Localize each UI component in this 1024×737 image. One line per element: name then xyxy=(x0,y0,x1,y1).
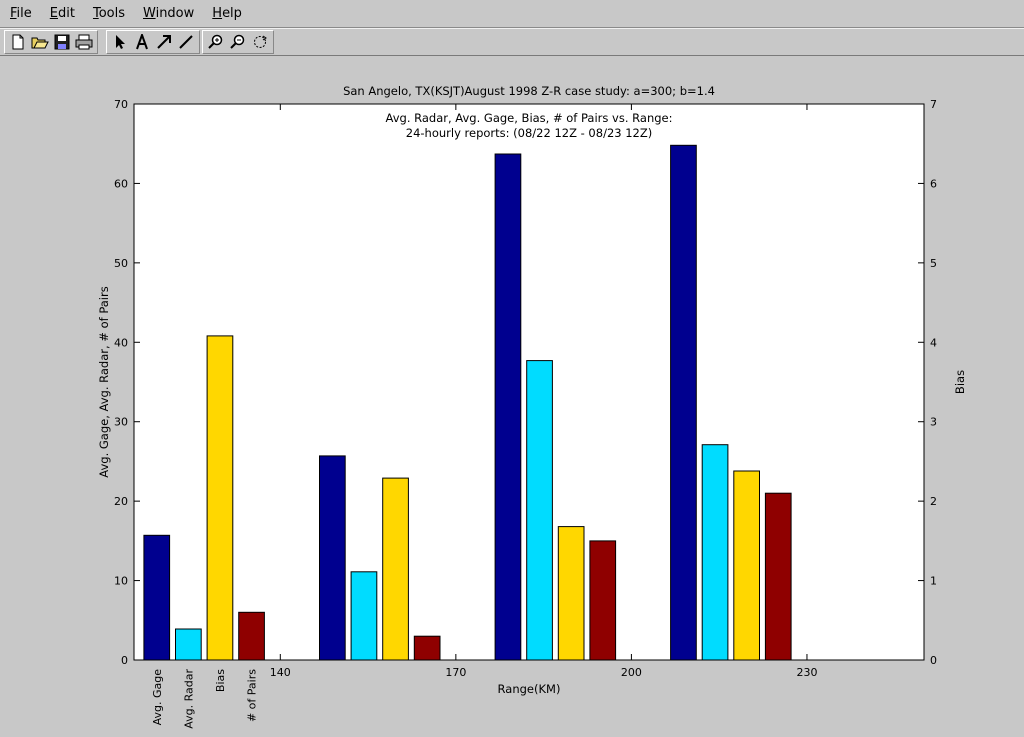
y-right-tick-label: 7 xyxy=(930,98,937,111)
y-left-tick-label: 70 xyxy=(114,98,128,111)
bars-layer xyxy=(143,144,792,661)
y-right-tick-label: 1 xyxy=(930,575,937,588)
toolbar xyxy=(0,28,1024,56)
arrow-tool-icon[interactable] xyxy=(153,32,175,52)
y-left-tick-label: 10 xyxy=(114,575,128,588)
rotate-icon[interactable] xyxy=(249,32,271,52)
y-right-tick-label: 5 xyxy=(930,257,937,270)
bar-avg-gage-0 xyxy=(143,534,171,661)
bar-avg-gage-3 xyxy=(670,144,697,661)
new-file-icon[interactable] xyxy=(7,32,29,52)
select-arrow-icon[interactable] xyxy=(109,32,131,52)
y-left-tick-label: 40 xyxy=(114,336,128,349)
open-folder-icon[interactable] xyxy=(29,32,51,52)
y-right-tick-label: 3 xyxy=(930,416,937,429)
x-tick-label: 200 xyxy=(621,666,642,679)
y-left-tick-label: 20 xyxy=(114,495,128,508)
bar-avg-gage-1 xyxy=(319,455,346,661)
menu-window[interactable]: Window xyxy=(143,6,195,21)
bar-of-pairs-3 xyxy=(764,492,792,661)
chart-subtitle-line-2: 24-hourly reports: (08/22 12Z - 08/23 12… xyxy=(406,126,652,140)
bar-avg-radar-2 xyxy=(526,360,553,661)
y-left-tick-label: 60 xyxy=(114,177,128,190)
category-label: Bias xyxy=(214,669,227,692)
category-label: Avg. Radar xyxy=(182,669,195,729)
zoom-out-icon[interactable] xyxy=(227,32,249,52)
y-right-tick-label: 0 xyxy=(930,654,937,667)
bar-bias-0 xyxy=(206,335,234,661)
bar-avg-radar-1 xyxy=(350,571,378,661)
file-tool-group xyxy=(4,30,98,54)
axes-layer: 0 10 20 30 40 50 60 70 0 1 2 3 4 5 6 7 140 170 200 230 Avg. … xyxy=(114,98,937,729)
chart-title: San Angelo, TX(KSJT)August 1998 Z-R case… xyxy=(343,84,715,98)
bar-avg-radar-3 xyxy=(701,444,729,661)
menu-tools[interactable]: Tools xyxy=(92,6,125,21)
chart-subtitle-line-1: Avg. Radar, Avg. Gage, Bias, # of Pairs … xyxy=(386,111,673,125)
y-left-tick-label: 50 xyxy=(114,257,128,270)
y-right-tick-label: 2 xyxy=(930,495,937,508)
x-tick-label: 140 xyxy=(270,666,291,679)
save-icon[interactable] xyxy=(51,32,73,52)
print-icon[interactable] xyxy=(73,32,95,52)
menu-file[interactable]: File xyxy=(10,6,32,21)
menu-bar: File Edit Tools Window Help xyxy=(0,0,1024,28)
y-left-tick-label: 30 xyxy=(114,416,128,429)
menu-help[interactable]: Help xyxy=(212,6,242,21)
bar-avg-radar-0 xyxy=(175,628,202,661)
y-axis-left-label: Avg. Gage, Avg. Radar, # of Pairs xyxy=(97,286,111,477)
category-label: # of Pairs xyxy=(246,669,259,722)
x-axis-label: Range(KM) xyxy=(498,682,561,696)
y-left-tick-label: 0 xyxy=(121,654,128,667)
bar-of-pairs-1 xyxy=(413,635,441,661)
bar-bias-2 xyxy=(557,526,585,661)
line-tool-icon[interactable] xyxy=(175,32,197,52)
x-tick-label: 170 xyxy=(445,666,466,679)
category-label: Avg. Gage xyxy=(151,669,164,726)
figure-canvas: San Angelo, TX(KSJT)August 1998 Z-R case… xyxy=(97,84,967,729)
bar-avg-gage-2 xyxy=(494,153,522,661)
bar-of-pairs-0 xyxy=(238,611,265,661)
x-tick-label: 230 xyxy=(796,666,817,679)
y-axis-right-label: Bias xyxy=(953,370,967,394)
edit-tool-group xyxy=(106,30,200,54)
zoom-in-icon[interactable] xyxy=(205,32,227,52)
y-right-tick-label: 4 xyxy=(930,336,937,349)
zoom-tool-group xyxy=(202,30,274,54)
bar-bias-3 xyxy=(733,470,760,661)
text-tool-icon[interactable] xyxy=(131,32,153,52)
bar-of-pairs-2 xyxy=(589,540,617,661)
menu-edit[interactable]: Edit xyxy=(49,6,75,21)
y-right-tick-label: 6 xyxy=(930,177,937,190)
bar-bias-1 xyxy=(382,477,409,661)
